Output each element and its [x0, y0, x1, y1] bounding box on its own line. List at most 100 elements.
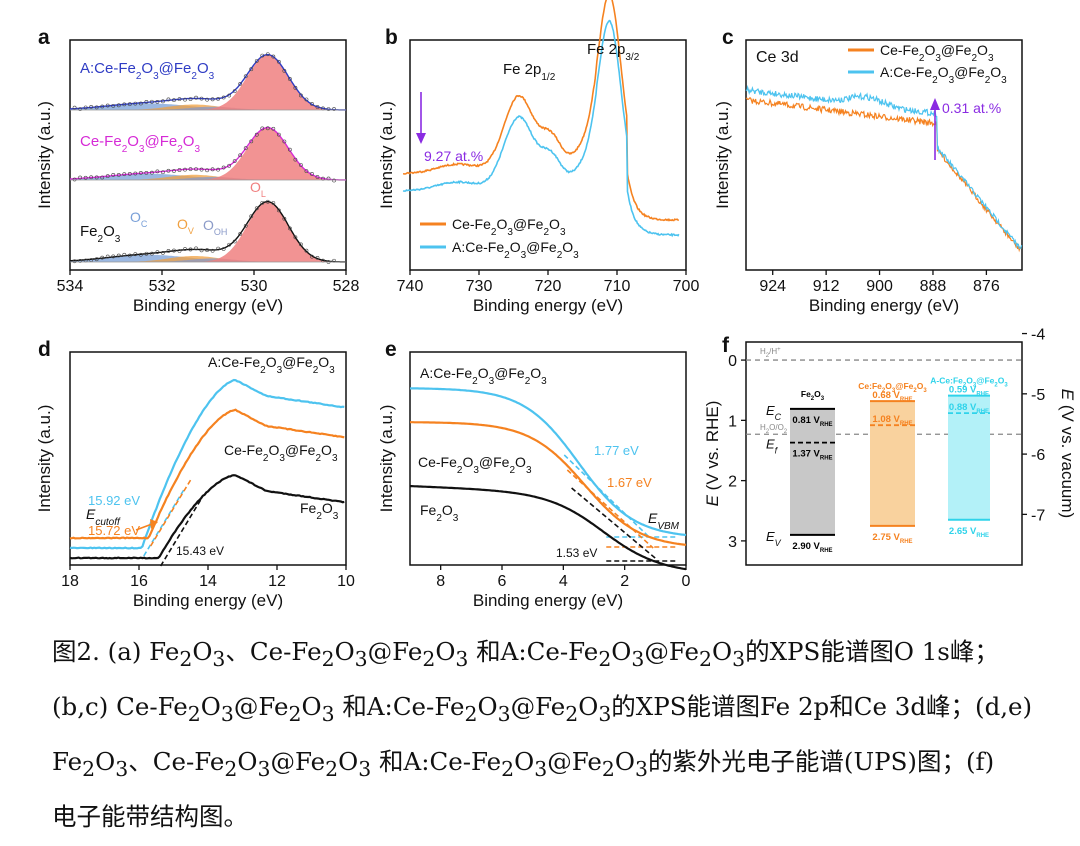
panel-b-legend-label-1: A:Ce-Fe2O3@Fe2O3	[452, 239, 579, 261]
panel-a-A-point	[199, 96, 204, 101]
panel-b-arrow-head	[416, 133, 426, 144]
panel-c-title: Ce 3d	[756, 49, 799, 66]
panel-c-xtick-label-1: 912	[813, 278, 840, 295]
panel-a-C-point	[304, 169, 309, 174]
panel-f-material-name-2: A-Ce:Fe2O3@Fe2O3	[930, 376, 1008, 389]
panel-a-C-point	[293, 157, 298, 162]
caption-line-3: Fe2O3、Ce-Fe2O3@Fe2O3 和A:Ce-Fe2O3@Fe2O3的紫…	[52, 746, 995, 781]
panel-a-F-point	[155, 250, 160, 255]
panel-f-ef-level-label: Ef	[766, 437, 779, 456]
panel-a-F-point	[122, 252, 127, 257]
panel-a-xtick-label-3: 528	[333, 278, 360, 295]
panel-d-tangent-2	[159, 499, 202, 567]
panel-a-A-point	[194, 95, 198, 100]
panel-c-xtick-label-4: 876	[973, 278, 1000, 295]
panel-a-A-point	[144, 100, 149, 104]
panel-a-C-point	[138, 171, 143, 175]
panel-f-ylabel-left: E (V vs. RHE)	[703, 401, 722, 507]
panel-a-A-fit	[69, 53, 347, 111]
panel-a-F-point	[310, 254, 314, 259]
panel-d-cutoff-2: 15.43 eV	[176, 544, 224, 558]
panel-c-series-ce	[745, 96, 1022, 253]
panel-a-F-component-OL	[70, 202, 346, 262]
panel-a-F-point	[100, 255, 105, 260]
panel-a-A-point	[210, 97, 215, 102]
panel-a-A-point	[83, 105, 88, 110]
panel-a-A-point	[293, 85, 298, 90]
panel-a-F-point	[221, 247, 226, 251]
panel-a-F-point	[199, 248, 204, 253]
panel-a-A-point	[265, 52, 270, 57]
panel-a-F-point	[149, 251, 154, 256]
panel-a-A-point	[276, 59, 281, 64]
panel-a-A-point	[205, 97, 209, 102]
panel-a-C-point	[254, 132, 259, 137]
panel-d-cutoff-1: 15.72 eV	[88, 523, 140, 538]
panel-a-C-point	[205, 168, 209, 173]
panel-f-ytick-label-1: 1	[728, 413, 737, 430]
panel-a-F-point	[287, 226, 292, 231]
panel-e-label-0: A:Ce-Fe2O3@Fe2O3	[420, 365, 547, 387]
panel-a-C-point	[216, 167, 221, 172]
panel-c-xtick-label-2: 900	[866, 278, 893, 295]
panel-f-material-name-1: Ce:Fe2O3@Fe2O3	[858, 381, 927, 394]
panel-a-A-point	[72, 105, 77, 110]
panel-a-C-point	[122, 172, 127, 177]
panel-b-series-ce	[403, 0, 680, 222]
panel-d-xlabel: Binding energy (eV)	[133, 591, 283, 610]
panel-a-A-point	[89, 104, 94, 109]
panel-e-xtick-label-4: 0	[682, 573, 691, 590]
panel-b-annotation: 9.27 at.%	[424, 148, 483, 164]
panel-a-C-point	[72, 177, 77, 182]
panel-c-legend-label-1: A:Ce-Fe2O3@Fe2O3	[880, 64, 1007, 86]
panel-a-F-point	[183, 247, 187, 251]
panel-a-F-fit	[69, 200, 347, 263]
panel-a-C-point	[166, 168, 171, 173]
panel-a-C-point	[249, 139, 254, 144]
panel-a-F-point	[254, 206, 259, 211]
panel-d-cutoff-0: 15.92 eV	[88, 493, 140, 508]
panel-b-xtick-label-1: 730	[466, 278, 493, 295]
panel-a-F-point	[127, 253, 132, 258]
panel-a-A-point	[183, 97, 187, 102]
panel-a-F-point	[232, 239, 237, 244]
panel-d-series-2	[69, 474, 345, 560]
panel-a-F-point	[188, 247, 193, 252]
panel-a-A-point	[177, 97, 182, 102]
panel-f-band-0	[790, 408, 835, 535]
panel-a-C-point	[276, 132, 281, 137]
panel-c-arrow-head	[930, 98, 940, 110]
panel-e-xtick-label-2: 4	[559, 573, 568, 590]
panel-a-F-point	[166, 249, 171, 253]
panel-a-C-point	[260, 126, 265, 131]
panel-e-xtick-label-0: 8	[436, 573, 445, 590]
panel-e-tangent-0	[563, 454, 651, 539]
panel-a-C-point	[111, 173, 116, 177]
panel-a-F-point	[205, 248, 209, 252]
panel-a-F-component-OOH	[70, 258, 346, 262]
panel-e-tangent-1	[566, 469, 654, 549]
panel-a-A-point	[310, 101, 314, 106]
panel-c-ylabel: Intensity (a.u.)	[713, 101, 732, 209]
panel-a-C-point	[243, 146, 248, 151]
panel-a-label-OC: OC	[130, 209, 148, 229]
panel-e-ylabel: Intensity (a.u.)	[377, 405, 396, 513]
panel-a-frame	[69, 39, 347, 271]
panel-d-xtick-label-2: 14	[199, 573, 217, 590]
panel-a-A-component-OL	[70, 55, 346, 110]
panel-d-series-1	[69, 408, 345, 540]
panel-a-C-point	[194, 167, 198, 171]
panel-f-ytick-right-label-2: -6	[1031, 447, 1045, 464]
panel-c-xtick-label-0: 924	[759, 278, 786, 295]
panel-a-C-point	[161, 170, 165, 175]
panel-a-C-point	[227, 163, 232, 168]
panel-a-F-point	[293, 235, 298, 240]
panel-a-A-point	[94, 105, 99, 110]
panel-e-frame	[409, 351, 687, 566]
panel-a-C-point	[155, 169, 160, 174]
panel-b-xtick-label-0: 740	[397, 278, 424, 295]
panel-b-peak-label-2: Fe 2p3/2	[587, 41, 640, 63]
panel-a-C-component-OL	[70, 128, 346, 180]
panel-a-xtick-label-2: 530	[241, 278, 268, 295]
panel-a-A-point	[232, 89, 237, 94]
